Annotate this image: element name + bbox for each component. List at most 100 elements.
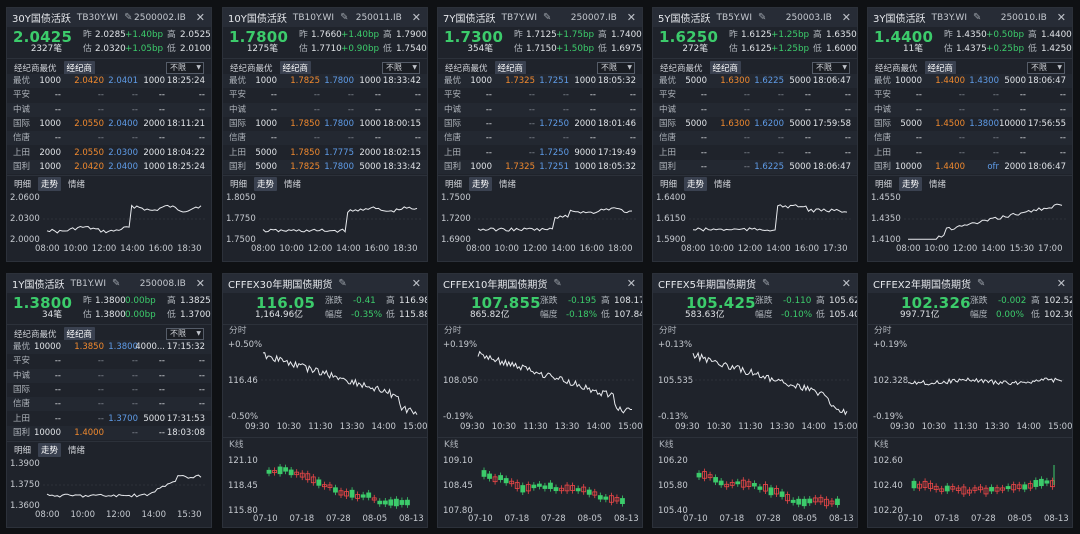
- quote-row[interactable]: 平安 -- -- -- -- --: [7, 354, 211, 368]
- quote-row[interactable]: 国利 10000 1.4000 -- -- 18:03:08: [7, 425, 211, 440]
- close-icon[interactable]: ✕: [1056, 277, 1066, 290]
- quote-row[interactable]: 国利 5000 1.7825 1.7800 5000 18:33:42: [223, 159, 427, 174]
- quote-row[interactable]: 中诚 -- -- -- -- --: [438, 102, 642, 117]
- filter-select[interactable]: 不限: [166, 62, 204, 74]
- quote-row[interactable]: 最优 1000 1.7325 1.7251 1000 18:05:32: [438, 74, 642, 88]
- close-icon[interactable]: ✕: [411, 277, 421, 290]
- quote-row[interactable]: 国际 -- -- -- -- --: [7, 383, 211, 397]
- quote-row[interactable]: 国际 5000 1.4500 1.3800 10000 17:56:55: [868, 117, 1072, 131]
- quote-row[interactable]: 国利 -- -- 1.6225 5000 18:06:47: [653, 159, 857, 174]
- close-icon[interactable]: ✕: [411, 11, 421, 24]
- tab-broker[interactable]: 经纪商: [279, 61, 312, 75]
- tab-broker[interactable]: 经纪商: [924, 61, 957, 75]
- quote-row[interactable]: 中诚 -- -- -- -- --: [223, 102, 427, 117]
- tab-broker[interactable]: 经纪商: [63, 327, 96, 341]
- instrument-name[interactable]: 30Y国债活跃: [12, 14, 71, 25]
- quote-row[interactable]: 信唐 -- -- -- -- --: [223, 131, 427, 146]
- close-icon[interactable]: ✕: [626, 277, 636, 290]
- tab-broker[interactable]: 经纪商: [494, 61, 527, 75]
- pencil-icon[interactable]: ✎: [338, 278, 347, 289]
- quote-row[interactable]: 国利 10000 1.4400 ofr 2000 18:06:47: [868, 159, 1072, 174]
- pencil-icon[interactable]: ✎: [340, 12, 349, 23]
- tab-trend[interactable]: 走势: [469, 177, 493, 191]
- tab-sentiment[interactable]: 情绪: [714, 180, 732, 190]
- quote-row[interactable]: 上田 2000 2.0550 2.0300 2000 18:04:22: [7, 146, 211, 160]
- quote-row[interactable]: 上田 -- -- -- -- --: [653, 146, 857, 160]
- close-icon[interactable]: ✕: [626, 11, 636, 24]
- tab-detail[interactable]: 明细: [875, 180, 893, 190]
- pencil-icon[interactable]: ✎: [977, 278, 986, 289]
- filter-select[interactable]: 不限: [597, 62, 635, 74]
- quote-row[interactable]: 中诚 -- -- -- -- --: [7, 368, 211, 383]
- tab-sentiment[interactable]: 情绪: [68, 180, 86, 190]
- quote-row[interactable]: 最优 1000 1.7825 1.7800 1000 18:33:42: [223, 74, 427, 88]
- quote-row[interactable]: 中诚 -- -- -- -- --: [653, 102, 857, 117]
- instrument-name[interactable]: CFFEX5年期国债期货: [658, 280, 757, 291]
- tab-detail[interactable]: 明细: [445, 180, 463, 190]
- tab-broker[interactable]: 经纪商: [63, 61, 96, 75]
- filter-select[interactable]: 不限: [166, 328, 204, 340]
- pencil-icon[interactable]: ✎: [111, 278, 121, 289]
- quote-row[interactable]: 最优 1000 2.0420 2.0401 1000 18:25:24: [7, 74, 211, 88]
- quote-row[interactable]: 平安 -- -- -- -- --: [7, 88, 211, 102]
- close-icon[interactable]: ✕: [195, 277, 205, 290]
- quote-row[interactable]: 信唐 -- -- -- -- --: [7, 131, 211, 146]
- quote-row[interactable]: 中诚 -- -- -- -- --: [868, 102, 1072, 117]
- quote-row[interactable]: 信唐 -- -- -- -- --: [438, 131, 642, 146]
- tab-detail[interactable]: 明细: [14, 446, 32, 456]
- quote-row[interactable]: 国际 5000 1.6300 1.6200 5000 17:59:58: [653, 117, 857, 131]
- pencil-icon[interactable]: ✎: [762, 278, 771, 289]
- close-icon[interactable]: ✕: [1056, 11, 1066, 24]
- filter-select[interactable]: 不限: [812, 62, 850, 74]
- instrument-name[interactable]: CFFEX30年期国债期货: [228, 280, 333, 291]
- tab-trend[interactable]: 走势: [899, 177, 923, 191]
- close-icon[interactable]: ✕: [841, 277, 851, 290]
- tab-best-broker[interactable]: 经纪商最优: [230, 64, 273, 74]
- tab-best-broker[interactable]: 经纪商最优: [660, 64, 703, 74]
- quote-row[interactable]: 最优 5000 1.6300 1.6225 5000 18:06:47: [653, 74, 857, 88]
- tab-trend[interactable]: 走势: [38, 177, 62, 191]
- tab-sentiment[interactable]: 情绪: [68, 446, 86, 456]
- pencil-icon[interactable]: ✎: [553, 278, 562, 289]
- quote-row[interactable]: 上田 5000 1.7850 1.7775 2000 18:02:15: [223, 146, 427, 160]
- filter-select[interactable]: 不限: [1027, 62, 1065, 74]
- instrument-name[interactable]: 7Y国债活跃: [443, 14, 496, 25]
- quote-row[interactable]: 信唐 -- -- -- -- --: [653, 131, 857, 146]
- tab-trend[interactable]: 走势: [38, 443, 62, 457]
- quote-row[interactable]: 中诚 -- -- -- -- --: [7, 102, 211, 117]
- tab-best-broker[interactable]: 经纪商最优: [14, 64, 57, 74]
- pencil-icon[interactable]: ✎: [757, 12, 767, 23]
- quote-row[interactable]: 上田 -- -- 1.7250 9000 17:19:49: [438, 146, 642, 160]
- tab-detail[interactable]: 明细: [660, 180, 678, 190]
- tab-best-broker[interactable]: 经纪商最优: [14, 330, 57, 340]
- quote-row[interactable]: 国际 1000 2.0550 2.0400 2000 18:11:21: [7, 117, 211, 131]
- quote-row[interactable]: 信唐 -- -- -- -- --: [7, 397, 211, 412]
- instrument-name[interactable]: 10Y国债活跃: [228, 14, 287, 25]
- quote-row[interactable]: 平安 -- -- -- -- --: [223, 88, 427, 102]
- instrument-name[interactable]: CFFEX10年期国债期货: [443, 280, 548, 291]
- tab-trend[interactable]: 走势: [684, 177, 708, 191]
- tab-sentiment[interactable]: 情绪: [499, 180, 517, 190]
- tab-sentiment[interactable]: 情绪: [284, 180, 302, 190]
- instrument-name[interactable]: 3Y国债活跃: [873, 14, 926, 25]
- pencil-icon[interactable]: ✎: [972, 12, 982, 23]
- quote-row[interactable]: 最优 10000 1.4400 1.4300 5000 18:06:47: [868, 74, 1072, 88]
- tab-trend[interactable]: 走势: [254, 177, 278, 191]
- filter-select[interactable]: 不限: [382, 62, 420, 74]
- tab-best-broker[interactable]: 经纪商最优: [445, 64, 488, 74]
- pencil-icon[interactable]: ✎: [542, 12, 552, 23]
- close-icon[interactable]: ✕: [841, 11, 851, 24]
- tab-detail[interactable]: 明细: [14, 180, 32, 190]
- tab-best-broker[interactable]: 经纪商最优: [875, 64, 918, 74]
- instrument-name[interactable]: CFFEX2年期国债期货: [873, 280, 972, 291]
- quote-row[interactable]: 国利 1000 2.0420 2.0400 1000 18:25:24: [7, 159, 211, 174]
- quote-row[interactable]: 国际 -- -- 1.7250 2000 18:01:46: [438, 117, 642, 131]
- instrument-name[interactable]: 5Y国债活跃: [658, 14, 711, 25]
- close-icon[interactable]: ✕: [195, 11, 205, 24]
- quote-row[interactable]: 平安 -- -- -- -- --: [438, 88, 642, 102]
- tab-detail[interactable]: 明细: [230, 180, 248, 190]
- instrument-name[interactable]: 1Y国债活跃: [12, 280, 65, 291]
- quote-row[interactable]: 最优 10000 1.3850 1.3800 4000... 17:15:32: [7, 340, 211, 354]
- pencil-icon[interactable]: ✎: [124, 12, 133, 23]
- quote-row[interactable]: 平安 -- -- -- -- --: [653, 88, 857, 102]
